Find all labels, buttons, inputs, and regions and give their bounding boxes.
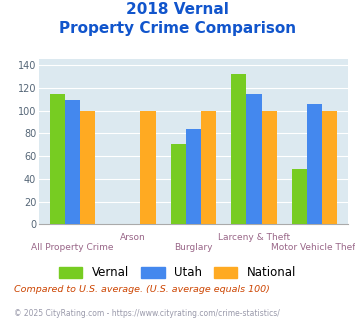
Bar — [80, 111, 95, 224]
Bar — [231, 74, 246, 224]
Bar — [171, 144, 186, 224]
Bar — [50, 93, 65, 224]
Bar — [246, 93, 262, 224]
Text: 2018 Vernal: 2018 Vernal — [126, 2, 229, 16]
Text: Larceny & Theft: Larceny & Theft — [218, 233, 290, 242]
Bar — [322, 111, 337, 224]
Text: Motor Vehicle Theft: Motor Vehicle Theft — [271, 243, 355, 251]
Text: All Property Crime: All Property Crime — [31, 243, 114, 251]
Bar — [307, 104, 322, 224]
Legend: Vernal, Utah, National: Vernal, Utah, National — [54, 262, 301, 284]
Text: Compared to U.S. average. (U.S. average equals 100): Compared to U.S. average. (U.S. average … — [14, 285, 270, 294]
Bar — [141, 111, 155, 224]
Bar — [186, 129, 201, 224]
Bar — [262, 111, 277, 224]
Bar — [65, 100, 80, 224]
Text: © 2025 CityRating.com - https://www.cityrating.com/crime-statistics/: © 2025 CityRating.com - https://www.city… — [14, 309, 280, 317]
Text: Burglary: Burglary — [174, 243, 213, 251]
Bar — [292, 169, 307, 224]
Text: Arson: Arson — [120, 233, 146, 242]
Bar — [201, 111, 216, 224]
Text: Property Crime Comparison: Property Crime Comparison — [59, 21, 296, 36]
